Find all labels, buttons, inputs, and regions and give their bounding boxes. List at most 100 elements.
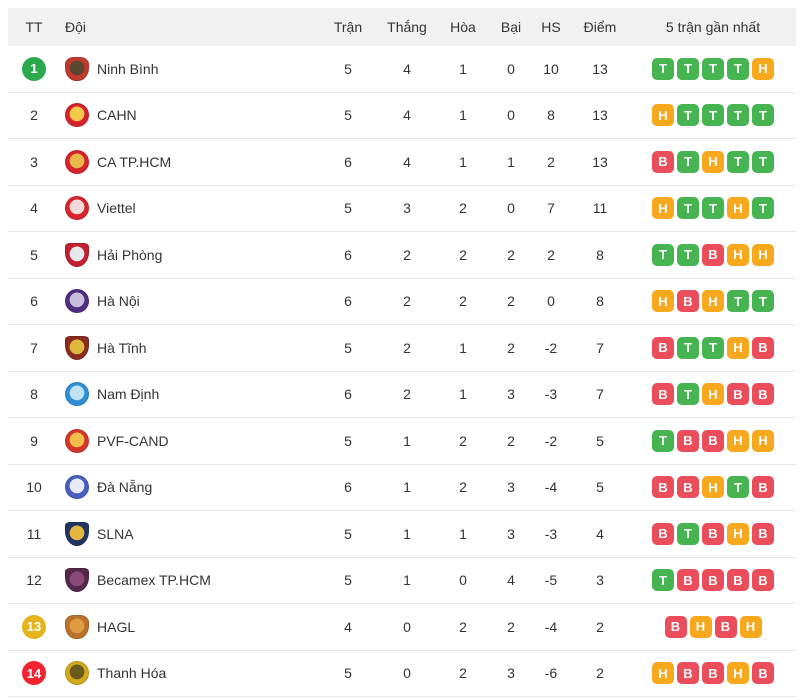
position-number: 7	[30, 339, 38, 356]
form-badge-win: T	[652, 57, 674, 80]
matches-played: 6	[344, 293, 352, 310]
matches-drawn: 1	[459, 386, 467, 403]
header-lost: Bại	[500, 19, 522, 35]
form-badge-win: T	[702, 57, 724, 80]
form-badge-draw: H	[702, 476, 724, 499]
form-badge-loss: B	[652, 336, 674, 359]
matches-played: 4	[344, 618, 352, 635]
position-number: 8	[30, 386, 38, 403]
team-link[interactable]: Đà Nẵng	[60, 475, 318, 500]
matches-played: 5	[344, 572, 352, 589]
position-cell: 10	[8, 479, 60, 495]
matches-drawn: 1	[459, 525, 467, 542]
form-badge-loss: B	[652, 150, 674, 173]
goal-difference: 10	[543, 60, 559, 77]
points: 13	[592, 107, 608, 124]
team-link[interactable]: Viettel	[60, 196, 318, 221]
goal-difference: 2	[547, 246, 555, 263]
matches-played: 5	[344, 432, 352, 449]
matches-played: 5	[344, 665, 352, 682]
matches-won: 2	[403, 293, 411, 310]
team-link[interactable]: HAGL	[60, 614, 318, 639]
matches-won: 0	[403, 618, 411, 635]
form-badge-win: T	[677, 243, 699, 266]
team-name: Thanh Hóa	[97, 665, 167, 682]
form-badge-win: T	[652, 429, 674, 452]
position-number: 10	[26, 479, 42, 496]
position-cell: 13	[8, 614, 60, 639]
position-badge-yellow: 13	[22, 614, 46, 639]
team-link[interactable]: PVF-CAND	[60, 428, 318, 453]
form-badge-draw: H	[702, 290, 724, 313]
team-link[interactable]: Thanh Hóa	[60, 661, 318, 686]
form-badge-loss: B	[652, 383, 674, 406]
form-badge-win: T	[752, 150, 774, 173]
team-logo	[65, 614, 89, 639]
header-goal-difference: HS	[541, 19, 561, 35]
points: 13	[592, 153, 608, 170]
table-row: 8 Nam Định 6 2 1 3 -3 7 B T H B B	[8, 371, 796, 418]
team-name: HAGL	[97, 618, 136, 635]
goal-difference: 0	[547, 293, 555, 310]
form-badge-loss: B	[677, 662, 699, 685]
table-header: TT Đội Trận Thắng Hòa Bại HS Điểm 5 trận…	[8, 8, 796, 46]
position-cell: 11	[8, 526, 60, 542]
team-link[interactable]: Hà Tĩnh	[60, 335, 318, 360]
team-link[interactable]: Hà Nội	[60, 289, 318, 314]
points: 11	[592, 200, 608, 217]
form-badge-win: T	[727, 150, 749, 173]
team-link[interactable]: Hải Phòng	[60, 242, 318, 267]
matches-drawn: 0	[459, 572, 467, 589]
team-link[interactable]: CAHN	[60, 103, 318, 128]
form-badge-loss: B	[664, 615, 687, 638]
team-logo	[65, 56, 89, 81]
table-row: 12 Becamex TP.HCM 5 1 0 4 -5 3 T B B B B	[8, 557, 796, 604]
team-logo	[65, 428, 89, 453]
matches-lost: 1	[507, 153, 515, 170]
matches-won: 1	[403, 479, 411, 496]
matches-lost: 0	[507, 107, 515, 124]
position-number: 9	[30, 432, 38, 449]
position-cell: 7	[8, 340, 60, 356]
team-link[interactable]: SLNA	[60, 521, 318, 546]
team-logo	[65, 521, 89, 546]
matches-won: 4	[403, 60, 411, 77]
position-badge-red: 14	[22, 661, 46, 686]
matches-lost: 2	[507, 246, 515, 263]
form-badge-draw: H	[689, 615, 712, 638]
position-number: 4	[30, 200, 38, 217]
table-row: 4 Viettel 5 3 2 0 7 11 H T T H T	[8, 185, 796, 232]
team-link[interactable]: CA TP.HCM	[60, 149, 318, 174]
form-badge-loss: B	[752, 476, 774, 499]
team-logo	[65, 568, 89, 593]
matches-lost: 2	[507, 618, 515, 635]
position-badge-green: 1	[22, 56, 46, 81]
matches-drawn: 1	[459, 107, 467, 124]
form-badge-loss: B	[752, 336, 774, 359]
header-recent-form: 5 trận gần nhất	[665, 19, 761, 35]
table-row: 2 CAHN 5 4 1 0 8 13 H T T T T	[8, 92, 796, 139]
team-link[interactable]: Ninh Bình	[60, 56, 318, 81]
matches-lost: 2	[507, 339, 515, 356]
matches-won: 1	[403, 525, 411, 542]
form-badge-draw: H	[702, 150, 724, 173]
points: 13	[592, 60, 608, 77]
matches-played: 6	[344, 246, 352, 263]
table-row: 7 Hà Tĩnh 5 2 1 2 -2 7 B T T H B	[8, 325, 796, 372]
team-logo	[65, 242, 89, 267]
form-badge-win: T	[752, 197, 774, 220]
team-link[interactable]: Becamex TP.HCM	[60, 568, 318, 593]
points: 5	[596, 432, 604, 449]
matches-won: 3	[403, 200, 411, 217]
matches-played: 5	[344, 339, 352, 356]
form-badge-loss: B	[752, 662, 774, 685]
form-badge-loss: B	[702, 429, 724, 452]
team-logo	[65, 335, 89, 360]
team-link[interactable]: Nam Định	[60, 382, 318, 407]
form-badge-loss: B	[652, 476, 674, 499]
position-cell: 9	[8, 433, 60, 449]
